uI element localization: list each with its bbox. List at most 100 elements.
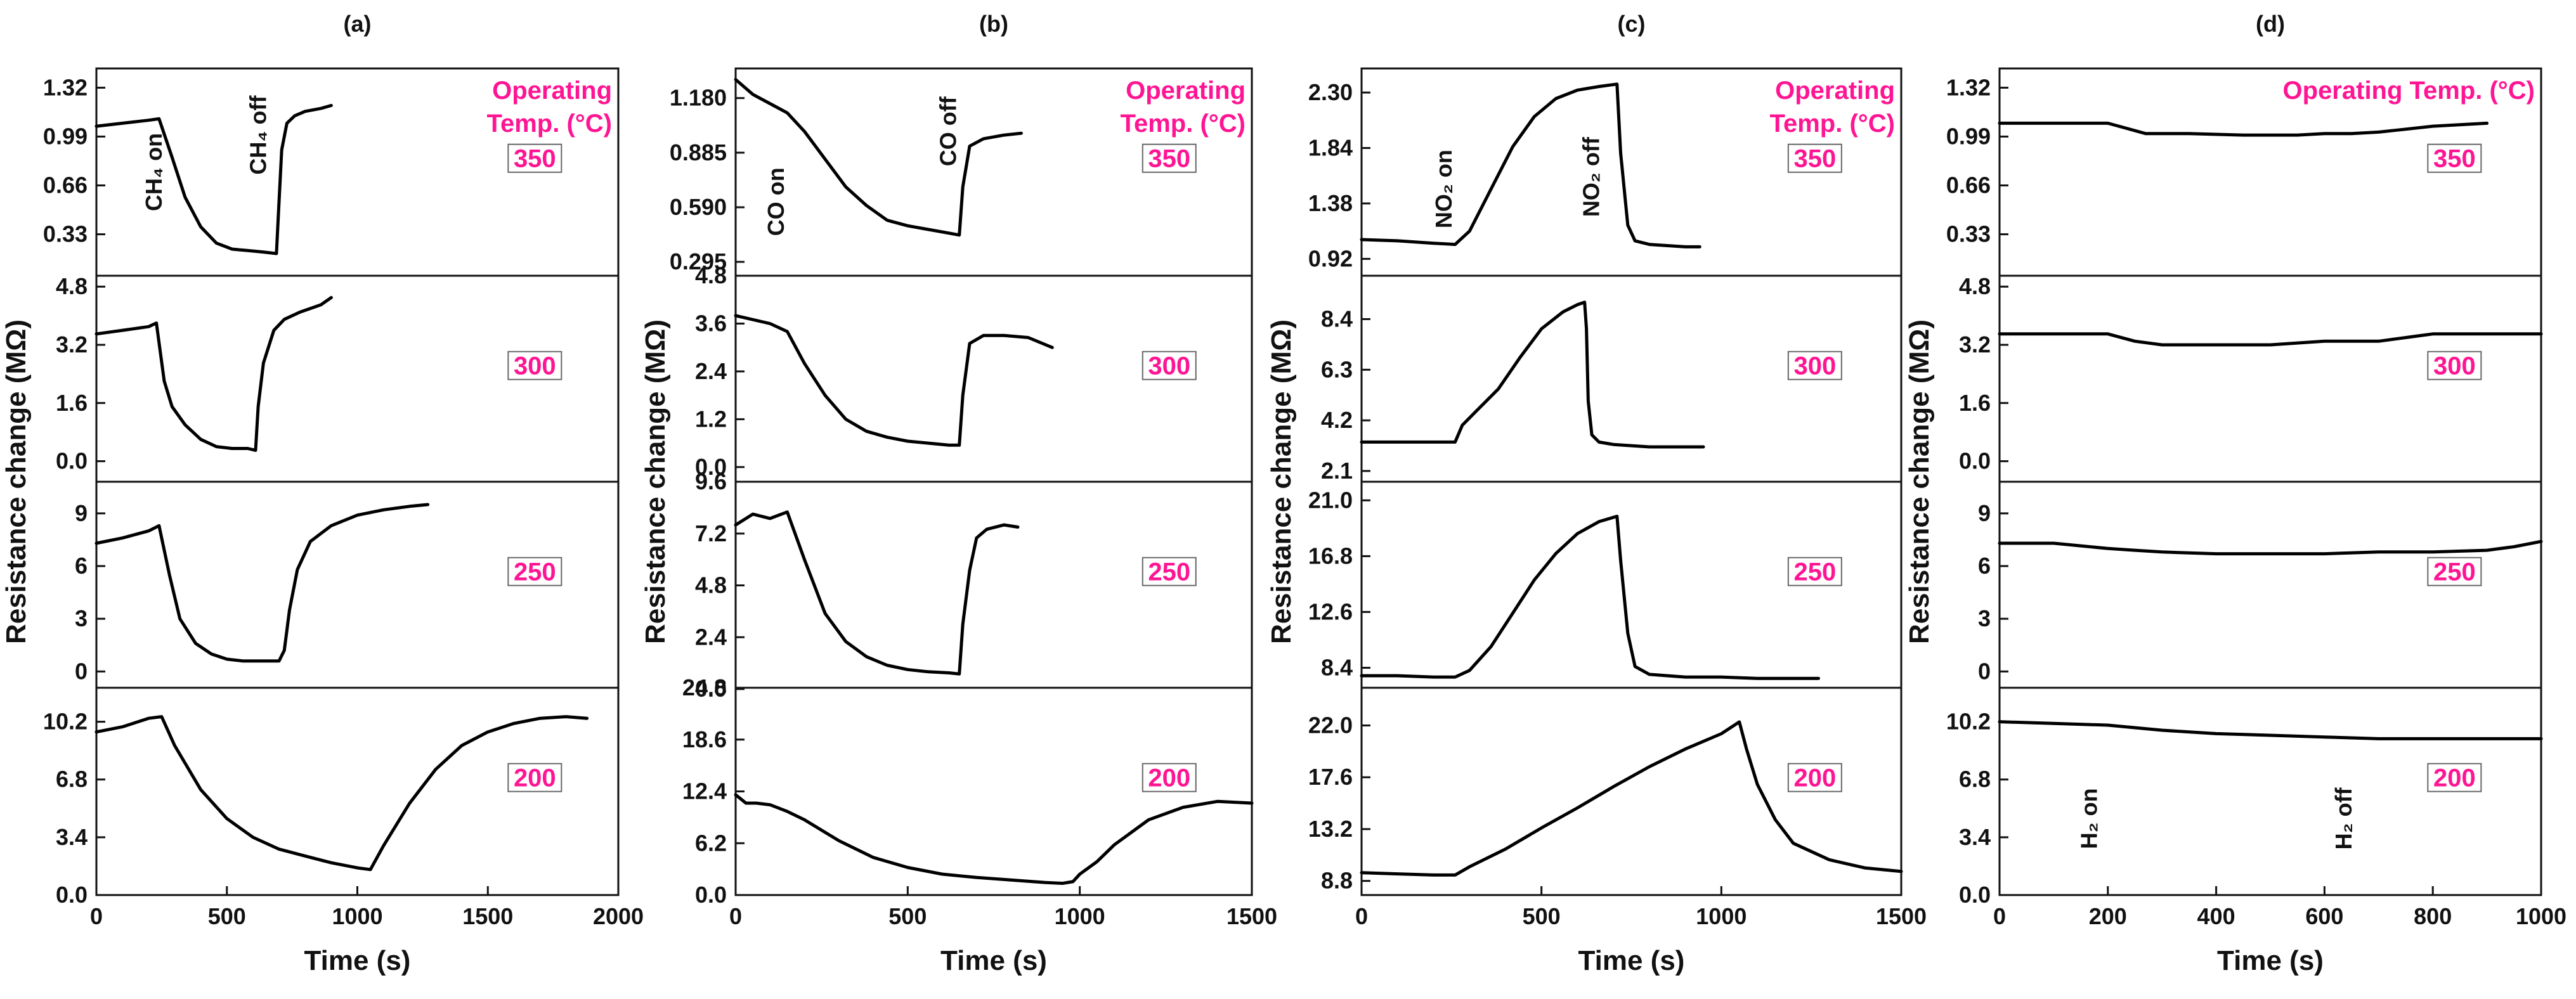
temp-label: 250 — [1148, 558, 1190, 586]
gas-annotation-label: NO₂ off — [1578, 136, 1604, 217]
y-tick-label: 0.590 — [670, 194, 727, 220]
temp-label-box — [1142, 351, 1197, 380]
gas-annotation: CO on — [763, 167, 789, 236]
temp-label-box — [1142, 143, 1197, 173]
x-tick-label: 1000 — [1055, 903, 1105, 929]
y-tick-label: 18.6 — [682, 726, 727, 752]
temp-label: 250 — [514, 558, 556, 586]
gas-annotation-label: CO on — [763, 167, 789, 236]
series-line-300 — [1998, 332, 2543, 347]
series-line-300 — [734, 314, 1054, 447]
y-tick-label: 10.2 — [43, 709, 88, 735]
x-tick-label: 200 — [2089, 903, 2127, 929]
y-tick-label: 13.2 — [1308, 816, 1353, 842]
x-tick-label: 1000 — [332, 903, 382, 929]
temp-label: 200 — [514, 764, 556, 792]
series-line-250 — [1998, 539, 2543, 556]
temp-label-box — [1142, 557, 1197, 586]
temp-label: 300 — [2433, 352, 2476, 380]
y-axis-title: Resistance change (MΩ) — [1, 319, 32, 644]
panel-letter: (b) — [979, 11, 1008, 37]
temp-label-box — [507, 351, 563, 380]
y-tick-label: 3.4 — [1959, 824, 1991, 850]
x-axis-title: Time (s) — [1578, 945, 1685, 976]
temp-label: 300 — [514, 352, 556, 380]
y-tick-label: 2.1 — [1321, 458, 1353, 484]
y-tick-label: 0 — [75, 658, 88, 684]
temp-label-box — [2427, 763, 2482, 792]
gas-annotation: NO₂ on — [1431, 150, 1457, 228]
x-tick-label: 1500 — [1226, 903, 1277, 929]
temp-label-box — [1142, 763, 1197, 792]
y-tick-label: 3.6 — [695, 310, 727, 336]
temp-label: 300 — [1793, 352, 1836, 380]
temp-label: 200 — [2433, 764, 2476, 792]
y-tick-label: 2.4 — [695, 358, 727, 384]
y-tick-label: 0.66 — [1946, 172, 1991, 198]
temp-label: 200 — [1148, 764, 1190, 792]
gas-annotation-label: H₂ on — [2076, 788, 2102, 849]
temp-label-box — [2427, 143, 2482, 173]
y-tick-label: 12.4 — [682, 778, 727, 804]
x-tick-label: 400 — [2197, 903, 2235, 929]
y-axis-title: Resistance change (MΩ) — [1266, 319, 1297, 644]
y-tick-label: 3 — [1978, 605, 1991, 631]
y-tick-label: 12.6 — [1308, 598, 1353, 624]
x-tick-label: 500 — [1523, 903, 1561, 929]
y-tick-label: 1.2 — [695, 406, 727, 432]
y-tick-label: 4.8 — [1959, 273, 1991, 299]
series-line-300 — [94, 295, 333, 452]
y-tick-label: 0.0 — [695, 882, 727, 908]
y-tick-label: 0.33 — [1946, 221, 1991, 247]
y-tick-label: 0.0 — [1959, 448, 1991, 474]
temp-label-box — [507, 763, 563, 792]
y-tick-label: 0.0 — [1959, 882, 1991, 908]
series-line-250 — [1360, 515, 1820, 680]
temp-label: 350 — [1148, 145, 1190, 173]
y-tick-label: 0.0 — [695, 454, 727, 480]
y-tick-label: 10.2 — [1946, 709, 1991, 735]
y-tick-label: 0.295 — [670, 248, 727, 274]
y-tick-label: 1.6 — [56, 390, 88, 416]
y-tick-label: 8.4 — [1321, 654, 1353, 680]
operating-temp-label: Temp. (°C) — [1121, 110, 1246, 138]
y-tick-label: 16.8 — [1308, 543, 1353, 569]
y-tick-label: 9.6 — [695, 468, 727, 494]
y-axis-title: Resistance change (MΩ) — [1904, 319, 1935, 644]
y-tick-label: 4.2 — [1321, 407, 1353, 433]
y-tick-label: 3 — [75, 605, 88, 631]
x-tick-label: 2000 — [593, 903, 644, 929]
x-tick-label: 0 — [729, 903, 742, 929]
y-tick-label: 8.4 — [1321, 306, 1353, 332]
y-tick-label: 4.8 — [56, 273, 88, 299]
panel-letter: (a) — [344, 11, 372, 37]
gas-annotation: CH₄ off — [245, 95, 271, 175]
y-tick-label: 6.8 — [56, 766, 88, 792]
y-tick-label: 0.0 — [56, 448, 88, 474]
series-line-350 — [1998, 121, 2489, 137]
temp-label: 250 — [1793, 558, 1836, 586]
y-tick-label: 7.2 — [695, 520, 727, 546]
panel-letter: (d) — [2256, 11, 2285, 37]
operating-temp-label: Operating — [492, 77, 612, 105]
y-tick-label: 21.0 — [1308, 487, 1353, 513]
operating-temp-label: Temp. (°C) — [487, 110, 612, 138]
y-tick-label: 6.8 — [1959, 766, 1991, 792]
gas-annotation-label: CH₄ off — [245, 95, 271, 175]
y-tick-label: 6 — [1978, 553, 1991, 579]
gas-annotation-label: CH₄ on — [141, 133, 167, 211]
gas-annotation: CH₄ on — [141, 133, 167, 211]
temp-label: 350 — [2433, 145, 2476, 173]
y-tick-label: 0.33 — [43, 221, 88, 247]
y-tick-label: 0.99 — [1946, 123, 1991, 149]
series-line-350 — [94, 103, 333, 255]
x-axis-title: Time (s) — [2217, 945, 2324, 976]
gas-annotation-label: CO off — [935, 96, 961, 166]
y-tick-label: 9 — [1978, 500, 1991, 526]
y-tick-label: 0.99 — [43, 123, 88, 149]
y-tick-label: 3.4 — [56, 824, 88, 850]
x-tick-label: 0 — [90, 903, 103, 929]
series-line-200 — [94, 715, 589, 872]
gas-annotation: NO₂ off — [1578, 136, 1604, 217]
temp-label-box — [507, 557, 563, 586]
